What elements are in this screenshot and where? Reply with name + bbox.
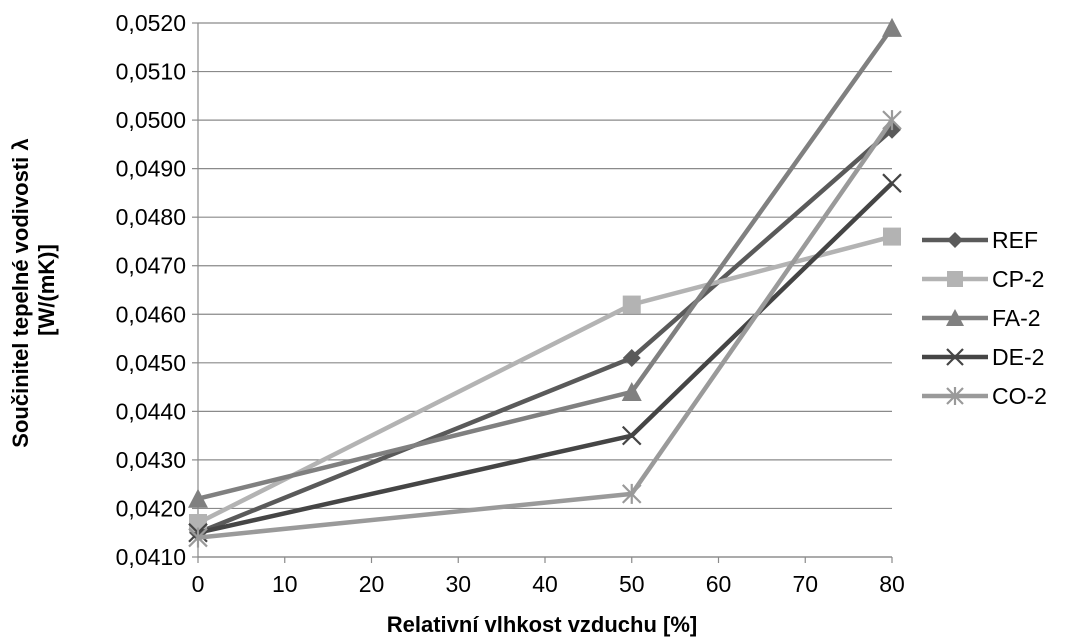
- axes: [192, 22, 893, 563]
- x-tick-label: 20: [359, 571, 385, 597]
- legend-label: CP-2: [992, 266, 1044, 292]
- data-point-asterisk: [946, 387, 964, 405]
- data-point-asterisk: [621, 483, 642, 504]
- data-point-triangle: [882, 17, 902, 37]
- x-tick-label: 30: [445, 571, 471, 597]
- data-point-square: [947, 271, 963, 287]
- y-tick-labels: 0,0410 0,0420 0,0430 0,0440 0,0450 0,0460 0,04…: [116, 10, 186, 570]
- x-tick-label: 60: [706, 571, 732, 597]
- y-tick-label: 0,0510: [116, 59, 186, 85]
- x-axis-title: Relativní vlhkost vzduchu [%]: [387, 612, 698, 637]
- x-tick-label: 70: [792, 571, 818, 597]
- legend-label: REF: [992, 227, 1038, 253]
- y-axis-title: Součinitel tepelné vodivosti λ [W/(mK)]: [8, 132, 59, 447]
- data-point-x: [946, 348, 964, 366]
- data-point-triangle: [188, 488, 208, 508]
- data-point-x: [621, 425, 642, 446]
- y-tick-label: 0,0490: [116, 156, 186, 182]
- series-line: [196, 234, 893, 526]
- y-tick-label: 0,0440: [116, 398, 186, 424]
- legend: REF CP-2 FA-2 DE-2 CO-2: [922, 227, 1047, 409]
- x-tick-label: 50: [619, 571, 645, 597]
- x-tick-label: 80: [879, 571, 905, 597]
- legend-label: DE-2: [992, 344, 1044, 370]
- y-tick-label: 0,0480: [116, 204, 186, 230]
- data-point-triangle: [946, 309, 964, 326]
- legend-entry: CO-2: [922, 383, 1047, 409]
- data-point-diamond: [622, 348, 641, 367]
- data-point-square: [883, 227, 901, 246]
- legend-label: CO-2: [992, 383, 1047, 409]
- data-point-asterisk: [882, 110, 902, 131]
- y-tick-label: 0,0500: [116, 107, 186, 133]
- y-tick-label: 0,0470: [116, 253, 186, 279]
- legend-entry: DE-2: [922, 344, 1044, 370]
- series-line: [197, 181, 894, 535]
- series-cp-2: [189, 227, 901, 533]
- legend-entry: FA-2: [922, 305, 1041, 331]
- data-point-diamond: [947, 232, 963, 248]
- gridlines: [198, 22, 892, 558]
- series-co-2: [188, 110, 902, 548]
- data-point-x: [882, 173, 902, 193]
- data-series: [188, 17, 902, 548]
- data-point-square: [622, 295, 641, 314]
- x-tick-label: 10: [272, 571, 298, 597]
- x-tick-labels: 0 10 20 30 40 50 60 70 80: [192, 571, 905, 597]
- y-tick-label: 0,0520: [116, 10, 186, 36]
- x-tick-label: 40: [532, 571, 558, 597]
- x-tick-label: 0: [192, 571, 205, 597]
- data-point-triangle: [621, 381, 642, 401]
- legend-entry: REF: [922, 227, 1038, 253]
- legend-label: FA-2: [992, 305, 1041, 331]
- series-de-2: [188, 173, 902, 543]
- series-fa-2: [188, 17, 902, 508]
- data-point-asterisk: [188, 527, 208, 548]
- y-tick-label: 0,0430: [116, 447, 186, 473]
- series-ref: [189, 120, 901, 542]
- y-tick-label: 0,0460: [116, 301, 186, 327]
- y-tick-label: 0,0410: [116, 544, 186, 570]
- y-axis-title-line-1: Součinitel tepelné vodivosti λ: [8, 138, 33, 447]
- y-tick-label: 0,0420: [116, 495, 186, 521]
- legend-entry: CP-2: [922, 266, 1044, 292]
- y-tick-label: 0,0450: [116, 350, 186, 376]
- y-axis-title-line-2: [W/(mK)]: [34, 244, 59, 336]
